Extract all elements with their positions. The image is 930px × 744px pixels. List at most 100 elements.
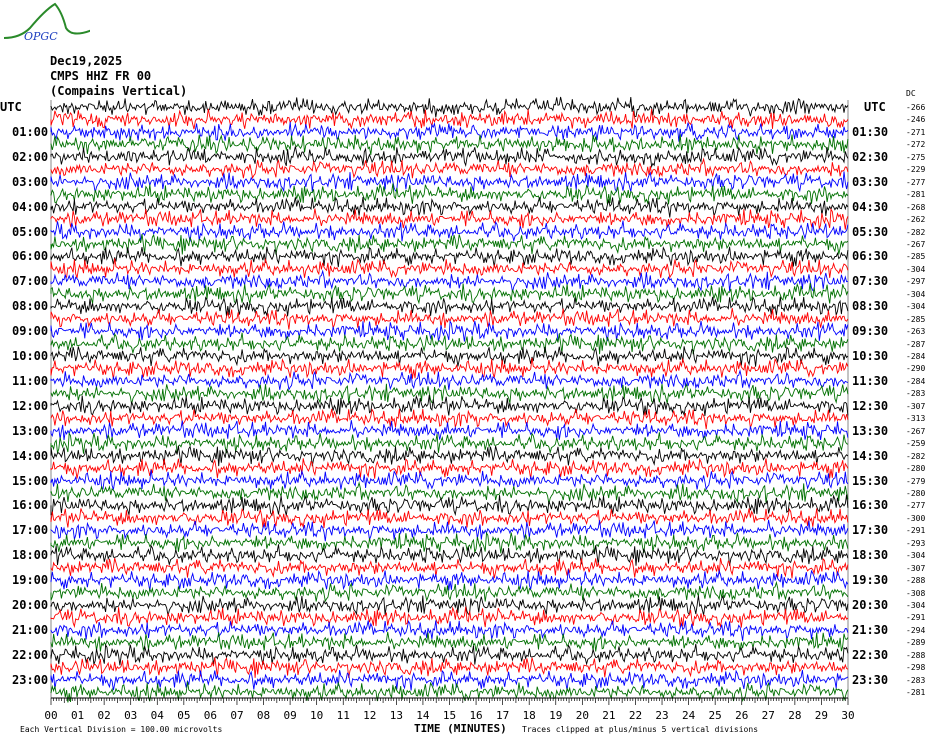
- left-hour-label: 13:00: [12, 423, 49, 438]
- trace-7: [50, 182, 849, 205]
- x-tick-label: 04: [151, 709, 165, 722]
- right-hour-label: 03:30: [852, 174, 889, 189]
- dc-offset: -304: [906, 289, 926, 299]
- dc-offset: -281: [906, 688, 926, 698]
- dc-offset: -307: [906, 401, 926, 411]
- x-tick-label: 27: [762, 709, 775, 722]
- trace-39: [50, 580, 849, 603]
- dc-offset: -287: [906, 339, 926, 349]
- dc-offset: -289: [906, 638, 926, 648]
- trace-40: [50, 594, 849, 616]
- trace-44: [50, 643, 849, 666]
- dc-offset: -280: [906, 464, 926, 474]
- dc-offset: -246: [906, 115, 926, 125]
- dc-offset: -263: [906, 327, 926, 337]
- trace-18: [50, 319, 849, 342]
- trace-4: [50, 146, 849, 169]
- left-hour-label: 12:00: [12, 398, 49, 413]
- x-tick-label: 21: [602, 709, 615, 722]
- dc-offset: -307: [906, 563, 926, 573]
- trace-36: [50, 544, 849, 567]
- trace-22: [50, 369, 849, 391]
- dc-offset: -277: [906, 501, 926, 511]
- right-hour-label: 02:30: [852, 149, 889, 164]
- trace-46: [50, 669, 849, 691]
- dc-offset: -281: [906, 190, 926, 200]
- dc-offset: -285: [906, 314, 926, 324]
- dc-offset: -291: [906, 613, 926, 623]
- trace-2: [50, 121, 849, 142]
- svg-text:OPGC: OPGC: [24, 30, 58, 43]
- left-hour-label: 11:00: [12, 373, 49, 388]
- dc-offset: -304: [906, 302, 926, 312]
- x-tick-label: 24: [682, 709, 696, 722]
- dc-offset: -288: [906, 650, 926, 660]
- trace-11: [50, 233, 849, 255]
- x-tick-label: 30: [841, 709, 854, 722]
- x-tick-label: 05: [177, 709, 190, 722]
- x-tick-label: 00: [44, 709, 57, 722]
- left-hour-label: 03:00: [12, 174, 49, 189]
- dc-offset: -267: [906, 239, 926, 249]
- trace-28: [50, 445, 849, 467]
- trace-8: [50, 196, 849, 218]
- x-tick-label: 01: [71, 709, 84, 722]
- right-hour-label: 05:30: [852, 224, 889, 239]
- trace-3: [50, 134, 849, 155]
- x-tick-label: 06: [204, 709, 217, 722]
- right-hour-label: 06:30: [852, 249, 889, 264]
- left-hour-label: 23:00: [12, 672, 49, 687]
- dc-offset: -313: [906, 414, 926, 424]
- right-hour-label: 22:30: [852, 647, 889, 662]
- right-hour-label: 07:30: [852, 274, 889, 289]
- right-hour-label: 19:30: [852, 573, 889, 588]
- dc-offset: -304: [906, 264, 926, 274]
- trace-23: [50, 383, 849, 405]
- right-hour-label: 15:30: [852, 473, 889, 488]
- left-hour-label: 01:00: [12, 124, 49, 139]
- right-hour-label: 23:30: [852, 672, 889, 687]
- trace-38: [50, 569, 849, 591]
- trace-31: [50, 481, 849, 504]
- trace-6: [50, 171, 849, 193]
- right-hour-label: 04:30: [852, 199, 889, 214]
- right-hour-label: 01:30: [852, 124, 889, 139]
- x-tick-label: 10: [310, 709, 323, 722]
- x-tick-label: 17: [496, 709, 509, 722]
- trace-14: [50, 269, 848, 293]
- right-hour-label: 08:30: [852, 299, 889, 314]
- left-hour-label: 16:00: [12, 498, 49, 513]
- x-tick-label: 02: [98, 709, 111, 722]
- trace-21: [50, 357, 849, 380]
- dc-label: DC: [906, 89, 916, 98]
- date: Dec19,2025: [50, 54, 123, 68]
- right-hour-label: 09:30: [852, 324, 889, 339]
- right-hour-label: 10:30: [852, 349, 889, 363]
- dc-offset: -283: [906, 675, 926, 685]
- right-hour-label: 16:30: [852, 498, 889, 513]
- left-hour-label: 07:00: [12, 274, 49, 289]
- trace-16: [50, 296, 849, 317]
- trace-45: [50, 657, 849, 678]
- trace-1: [50, 108, 849, 130]
- left-hour-label: 08:00: [12, 299, 49, 314]
- trace-35: [50, 531, 849, 554]
- trace-10: [50, 220, 849, 243]
- left-hour-label: 10:00: [12, 349, 49, 363]
- left-hour-label: 05:00: [12, 224, 49, 239]
- trace-24: [50, 394, 849, 417]
- left-hour-label: 18:00: [12, 548, 49, 563]
- x-tick-label: 22: [629, 709, 642, 722]
- x-tick-label: 28: [788, 709, 801, 722]
- dc-offset: -298: [906, 663, 926, 673]
- left-hour-label: 09:00: [12, 324, 49, 339]
- x-tick-label: 20: [576, 709, 589, 722]
- x-tick-label: 08: [257, 709, 270, 722]
- dc-offset: -277: [906, 177, 926, 187]
- left-hour-label: 06:00: [12, 249, 49, 264]
- right-hour-label: 14:30: [852, 448, 889, 463]
- left-hour-label: 19:00: [12, 573, 49, 588]
- x-tick-label: 07: [230, 709, 243, 722]
